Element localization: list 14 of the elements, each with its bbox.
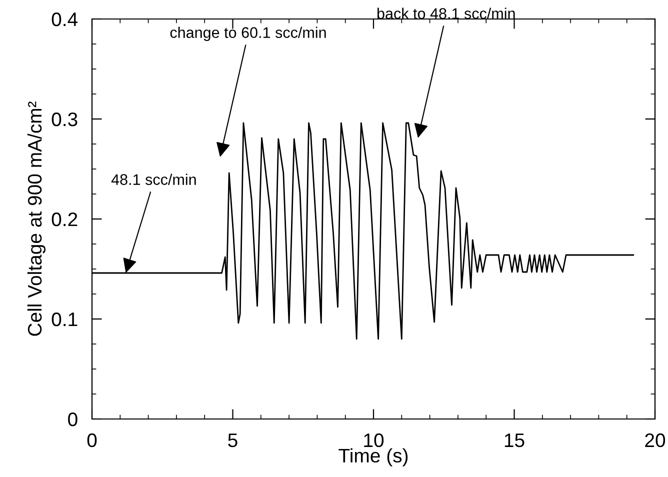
y-tick-label: 0.1 — [52, 312, 78, 326]
x-tick-label: 20 — [645, 433, 666, 448]
y-axis-title: Cell Voltage at 900 mA/cm² — [27, 102, 46, 336]
x-tick-label: 15 — [504, 434, 524, 448]
annotation: 48.1 scc/min — [111, 174, 196, 185]
x-tick-label: 10 — [364, 433, 384, 448]
y-tick-label: 0 — [68, 412, 78, 426]
y-tick-label: 0.4 — [52, 12, 78, 26]
y-tick-label: 0.3 — [52, 112, 78, 126]
x-axis-title: Time (s) — [338, 448, 408, 466]
y-tick-label: 0.2 — [52, 212, 78, 226]
annotation: change to 60.1 scc/min — [170, 26, 326, 41]
x-tick-label: 5 — [228, 434, 238, 448]
x-tick-label: 0 — [87, 433, 97, 448]
